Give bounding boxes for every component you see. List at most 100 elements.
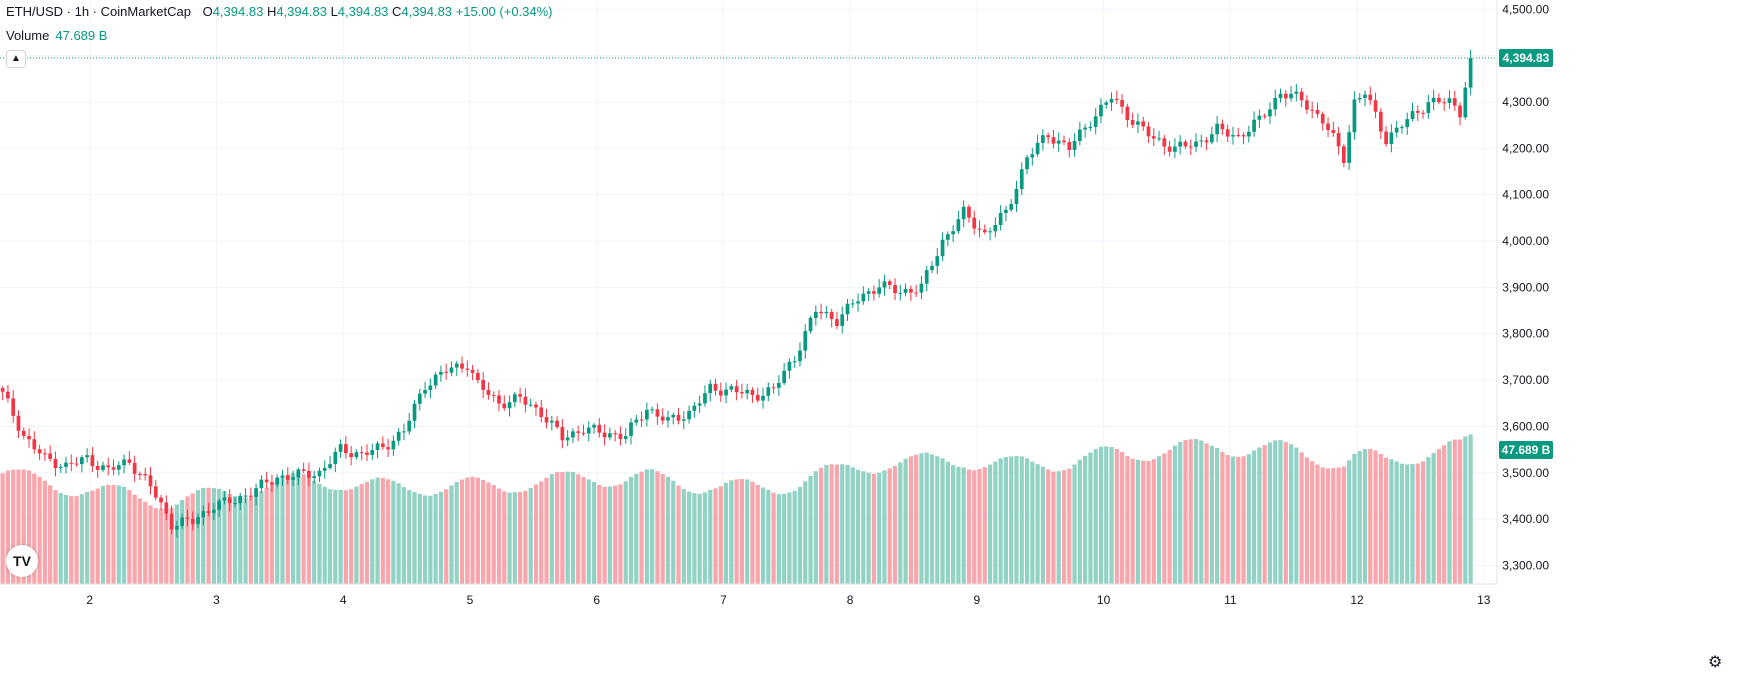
volume-bar <box>1183 440 1188 584</box>
candle-body <box>1210 134 1214 143</box>
y-tick-label: 4,500.00 <box>1502 2 1549 16</box>
volume-bar <box>1304 457 1310 584</box>
candle-body <box>6 391 10 399</box>
candle-body <box>375 443 380 450</box>
volume-bar <box>1040 466 1045 584</box>
volume-bar <box>1209 445 1214 584</box>
gear-icon[interactable]: ⚙ <box>1708 654 1723 671</box>
volume-bar <box>1098 446 1104 584</box>
volume-bar <box>782 493 787 584</box>
volume-bar <box>866 472 871 584</box>
x-tick-label: 13 <box>1477 593 1491 607</box>
candle-body <box>180 517 185 526</box>
volume-bar <box>58 493 63 584</box>
candle-body <box>1204 140 1209 143</box>
candle-body <box>951 231 955 235</box>
volume-bar <box>1114 449 1119 584</box>
candle-body <box>1241 135 1246 137</box>
candle-body <box>734 386 739 393</box>
volume-bar <box>1061 470 1067 584</box>
candle-body <box>1268 109 1272 117</box>
volume-bar <box>375 477 380 584</box>
volume-bar <box>618 484 623 584</box>
y-tick-label: 4,300.00 <box>1502 95 1549 109</box>
volume-bar <box>507 492 512 584</box>
volume-bar <box>824 465 829 584</box>
x-tick-label: 4 <box>340 593 347 607</box>
volume-bar <box>1331 468 1336 584</box>
candle-body <box>317 470 322 477</box>
candle-body <box>1067 142 1072 150</box>
volume-bar <box>718 486 723 584</box>
volume-bar <box>549 474 554 584</box>
volume-bar <box>808 475 813 584</box>
candle-body <box>497 395 501 404</box>
candle-body <box>396 431 401 441</box>
candle-body <box>444 371 449 373</box>
candle-body <box>1452 98 1457 106</box>
volume-bar <box>42 480 47 584</box>
tradingview-logo-icon[interactable]: TV <box>6 545 38 577</box>
volume-bar <box>1104 446 1109 584</box>
candle-body <box>148 475 153 487</box>
symbol-title[interactable]: ETH/USD · 1h · CoinMarketCap <box>6 4 191 19</box>
volume-bar <box>977 469 982 584</box>
y-tick-label: 3,300.00 <box>1502 558 1549 572</box>
volume-bar <box>650 469 655 584</box>
candle-body <box>1405 119 1410 128</box>
volume-bar <box>929 454 935 584</box>
volume-bar <box>1347 460 1352 584</box>
volume-bar <box>1009 456 1014 584</box>
candle-body <box>1231 135 1235 137</box>
volume-bar <box>512 492 517 584</box>
volume-bar <box>745 479 750 584</box>
candle-body <box>1025 157 1029 170</box>
volume-bar <box>903 458 908 584</box>
volume-bar <box>1362 448 1368 584</box>
candle-body <box>956 219 961 232</box>
volume-bar <box>201 487 206 584</box>
candle-body <box>412 403 417 421</box>
volume-bar <box>280 476 285 584</box>
volume-bar <box>227 494 232 584</box>
volume-bar <box>850 467 855 584</box>
candle-body <box>544 417 549 423</box>
volume-bar <box>407 490 412 584</box>
chevron-up-icon[interactable]: ▲ <box>6 50 26 68</box>
volume-bar <box>523 490 528 584</box>
volume-bar <box>364 481 370 584</box>
candle-body <box>222 497 227 501</box>
volume-bar <box>1468 434 1473 584</box>
candle-body <box>666 417 670 421</box>
volume-bar <box>708 489 713 584</box>
candle-body <box>185 517 190 519</box>
volume-bar <box>79 494 84 584</box>
candle-body <box>972 217 977 229</box>
candle-body <box>845 303 850 315</box>
candle-body <box>264 479 269 483</box>
volume-bar <box>898 462 903 584</box>
candle-body <box>322 467 327 471</box>
candle-body <box>1077 129 1082 142</box>
volume-bar <box>444 489 449 584</box>
volume-bar <box>127 490 132 584</box>
volume-bar <box>1352 453 1357 584</box>
candle-body <box>307 470 311 479</box>
volume-legend: Volume 47.689 B <box>6 28 107 43</box>
candle-body <box>1363 94 1367 98</box>
volume-bar <box>845 464 850 584</box>
volume-bar <box>1410 464 1415 584</box>
volume-badge <box>1499 441 1553 459</box>
last-price-tag: 4,394.83 47.689 B <box>0 49 1553 459</box>
candle-body <box>1167 146 1172 152</box>
volume-bar <box>797 486 803 584</box>
candle-body <box>1342 146 1346 163</box>
candle-body <box>903 288 908 293</box>
volume-bar <box>676 485 681 584</box>
volume-bar <box>53 490 58 584</box>
candle-body <box>887 281 892 286</box>
volume-bar <box>1220 451 1225 584</box>
candle-body <box>1468 58 1473 88</box>
volume-bar <box>459 479 465 584</box>
